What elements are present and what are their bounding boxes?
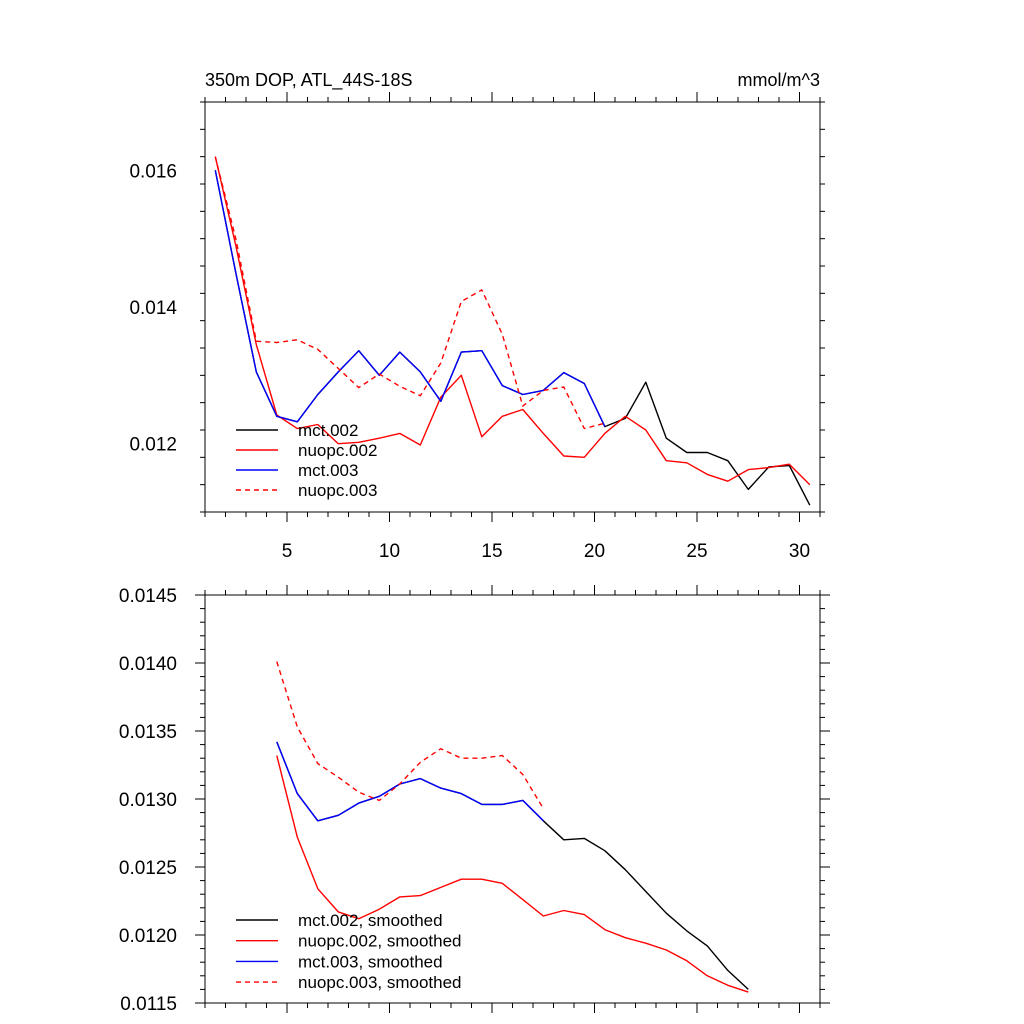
- y-tick-label: 0.0115: [120, 994, 177, 1015]
- series-line-mct-003-smoothed: [276, 741, 544, 822]
- series-line-nuopc-002: [214, 156, 811, 486]
- series-line-mct-003: [214, 170, 606, 427]
- series-line-nuopc-003-smoothed: [276, 661, 544, 809]
- legend-label: nuopc.002, smoothed: [298, 932, 462, 951]
- legend-label: nuopc.003: [298, 481, 377, 500]
- x-tick-label: 5: [282, 541, 293, 562]
- y-tick-label: 0.014: [129, 298, 177, 319]
- series-line-nuopc-003: [214, 156, 605, 430]
- legend-label: mct.002: [298, 421, 358, 440]
- x-tick-label: 30: [789, 541, 810, 562]
- x-tick-label: 10: [379, 541, 400, 562]
- legend-label: mct.003: [298, 461, 358, 480]
- top-panel: 350m DOP, ATL_44S-18S mmol/m^3 5 10 15 20 25…: [129, 70, 825, 562]
- y-tick-label: 0.0145: [119, 586, 177, 607]
- y-tick-label: 0.0125: [119, 858, 177, 879]
- y-tick-label: 0.012: [129, 435, 177, 456]
- x-tick-label: 20: [584, 541, 605, 562]
- legend-label: nuopc.002: [298, 441, 377, 460]
- y-tick-label: 0.0130: [119, 790, 177, 811]
- series-line-nuopc-002-smoothed: [276, 755, 749, 993]
- y-tick-label: 0.016: [129, 161, 177, 182]
- chart-units: mmol/m^3: [738, 70, 820, 90]
- y-tick-label: 0.0120: [119, 926, 177, 947]
- x-tick-label: 25: [686, 541, 707, 562]
- legend-label: mct.003, smoothed: [298, 952, 443, 971]
- chart-title: 350m DOP, ATL_44S-18S: [205, 70, 412, 91]
- bottom-panel: 0.0115 0.0120 0.0125 0.0130 0.0135 0.0140 0.01…: [119, 585, 830, 1015]
- legend-label: mct.002, smoothed: [298, 911, 443, 930]
- x-tick-label: 15: [481, 541, 502, 562]
- y-tick-label: 0.0135: [119, 722, 177, 743]
- legend-label: nuopc.003, smoothed: [298, 973, 462, 992]
- y-tick-label: 0.0140: [119, 654, 177, 675]
